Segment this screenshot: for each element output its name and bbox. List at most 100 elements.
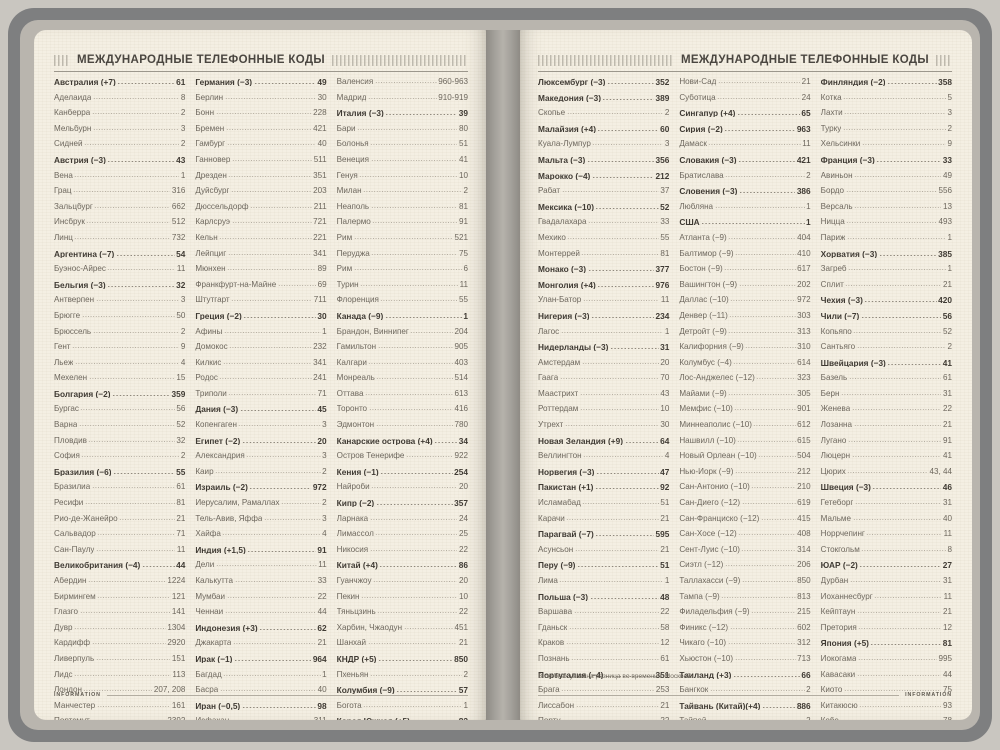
dot-leader [745, 347, 796, 349]
entry-name: Дуйсбург [195, 187, 230, 196]
entry-code: 8 [180, 92, 186, 102]
entry-code: 4 [180, 357, 186, 367]
city-entry: Монтеррей 81 [538, 249, 669, 266]
entry-name: Найроби [336, 483, 370, 492]
entry-name: Сан-Франциско (−12) [679, 514, 760, 523]
dot-leader [582, 300, 660, 302]
entry-name: Сидней [54, 140, 83, 149]
dot-leader [363, 191, 462, 193]
city-entry: Франкфурт-на-Майне 69 [195, 280, 326, 297]
city-entry: Родос 241 [195, 374, 326, 390]
dot-leader [112, 472, 175, 474]
entry-name: Милан [336, 187, 362, 196]
entry-code: 34 [458, 435, 468, 446]
entry-name: Люксембург (−3) [538, 78, 606, 87]
city-entry: Карлсруэ 721 [195, 218, 326, 234]
entry-code: 3 [322, 513, 327, 523]
entry-name: Стокгольм [820, 545, 860, 554]
dot-leader [859, 566, 942, 568]
entry-name: Килкис [195, 358, 222, 367]
left-page-header: МЕЖДУНАРОДНЫЕ ТЕЛЕФОННЫЕ КОДЫ [54, 52, 468, 68]
entry-name: Дания (−3) [195, 405, 239, 414]
city-entry: Нови-Сад 21 [679, 77, 811, 94]
city-entry: Париж 1 [821, 233, 952, 250]
city-entry: Амстердам 20 [538, 358, 669, 375]
dot-leader [575, 705, 659, 707]
entry-code: 4 [322, 529, 327, 539]
dot-leader [434, 441, 458, 443]
entry-name: Тель-Авив, Яффа [195, 514, 263, 523]
country-entry: Малайзия (+4) 60 [538, 124, 669, 141]
entry-code: 81 [942, 638, 952, 649]
entry-name: Франкфурт-на-Майне [195, 280, 277, 289]
dot-leader [854, 503, 942, 505]
city-entry: Нашвилл (−10) 615 [679, 436, 810, 453]
dot-leader [582, 503, 659, 505]
city-entry: Гаага 70 [538, 374, 669, 390]
entry-name: Хайфа [195, 530, 221, 539]
entry-code: 21 [801, 77, 811, 86]
city-entry: Балтимор (−9) 410 [679, 249, 810, 266]
entry-code: 2 [463, 669, 468, 679]
entry-name: Ченнаи [195, 608, 224, 617]
dot-leader [371, 487, 458, 489]
entry-name: Тайпей [679, 717, 706, 720]
dot-leader [741, 503, 796, 505]
entry-name: Перу (−9) [538, 561, 576, 570]
dot-leader [92, 128, 180, 130]
entry-code: 25 [458, 529, 468, 539]
dot-leader [579, 393, 659, 395]
dot-leader [253, 83, 316, 84]
entry-name: Великобритания (−4) [54, 561, 141, 570]
entry-code: 71 [176, 529, 186, 539]
dot-leader [724, 269, 796, 271]
entry-code: 57 [458, 685, 468, 696]
city-entry: Женева 22 [821, 405, 952, 421]
dot-leader [377, 612, 458, 614]
dot-leader [732, 675, 800, 677]
dot-leader [727, 643, 796, 645]
entry-code: 514 [454, 373, 468, 383]
dot-leader [359, 175, 458, 177]
country-entry: Нидерланды (−3) 31 [538, 343, 669, 359]
dot-leader [370, 206, 458, 208]
entry-name: Бонн [195, 109, 215, 118]
dot-leader [735, 253, 796, 255]
entry-name: Бирмингем [54, 592, 96, 601]
dot-leader [219, 690, 317, 692]
country-entry: Словакия (−3) 421 [679, 156, 810, 172]
entry-name: Болонья [336, 140, 369, 149]
entry-code: 61 [176, 482, 186, 492]
entry-name: Марокко (−4) [538, 171, 591, 180]
dot-leader [714, 206, 805, 208]
entry-name: Лозанна [820, 421, 853, 430]
country-entry: Парагвай (−7) 595 [538, 530, 669, 546]
city-entry: Ливерпуль 151 [54, 654, 185, 671]
entry-code: 89 [317, 264, 327, 274]
city-entry: Денвер (−11) 303 [679, 311, 810, 328]
entry-code: 44 [942, 669, 952, 679]
dot-leader [847, 471, 928, 473]
dot-leader [239, 410, 316, 412]
country-entry: Австрия (−3) 43 [54, 156, 185, 172]
entry-code: 206 [797, 560, 811, 570]
country-entry: Кения (−1) 254 [337, 468, 468, 484]
entry-code: 2392 [167, 717, 185, 720]
entry-name: Польша (−3) [538, 592, 589, 601]
entry-code: 351 [655, 669, 670, 680]
country-entry: Болгария (−2) 359 [54, 390, 185, 406]
entry-name: Брюссель [54, 327, 92, 336]
dot-leader [247, 550, 316, 552]
dot-leader [246, 456, 321, 458]
country-entry: Колумбия (−9) 57 [337, 686, 468, 702]
entry-code: 49 [942, 170, 952, 180]
city-entry: Пловдив 32 [54, 436, 185, 453]
country-entry: Израиль (−2) 972 [195, 483, 326, 499]
dot-leader [224, 612, 317, 614]
city-entry: Сальвадор 71 [54, 530, 185, 546]
entry-code: 2 [947, 342, 952, 352]
city-entry: Бремен 421 [195, 124, 326, 141]
entry-name: Неаполь [336, 202, 370, 211]
dot-leader [224, 97, 317, 99]
city-entry: Пекин 10 [337, 592, 468, 609]
